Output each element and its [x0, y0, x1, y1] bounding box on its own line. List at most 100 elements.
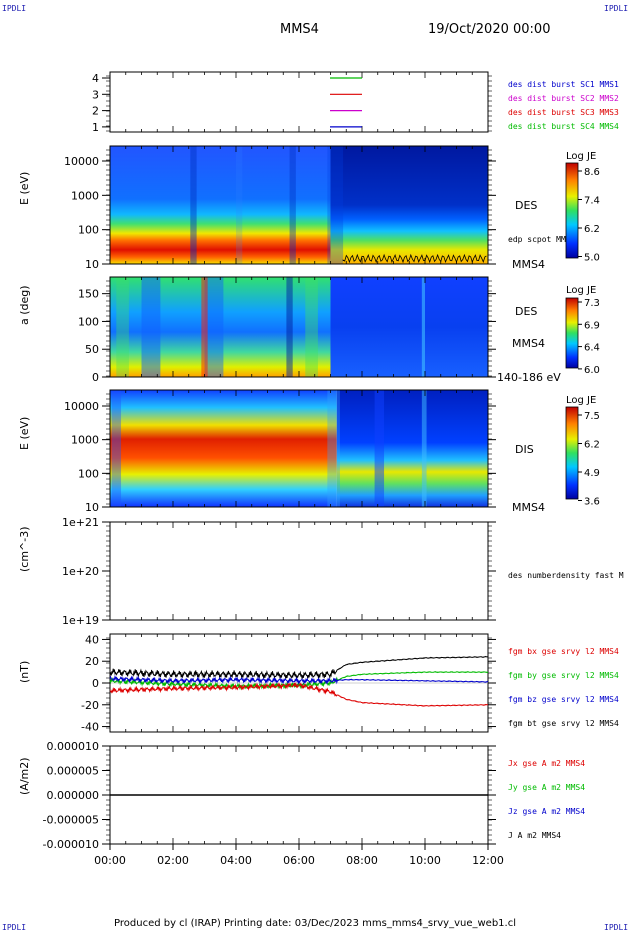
panel-density-frame [109, 521, 489, 621]
colorbar-dis-energy-tick: 7.5 [584, 411, 600, 422]
xtick-label: 02:00 [157, 854, 189, 867]
panel-current-minor-ticks [106, 746, 492, 844]
density-ytick-label: 1e+20 [62, 565, 99, 578]
dis-energy-region-early [110, 390, 337, 507]
density-ytick-label: 1e+21 [62, 516, 99, 529]
dis-energy-ytick-label: 10000 [64, 400, 99, 413]
field-ytick-label: -20 [81, 699, 99, 712]
panel-spacecraft-frame [109, 71, 489, 133]
des-energy-ytick-label: 10000 [64, 155, 99, 168]
corner-label-bottom-left: IPDLI [2, 923, 27, 932]
legend-entry: des dist burst SC2 MMS2 [508, 94, 619, 103]
field-series-3 [109, 655, 489, 680]
field-ytick-label: 40 [85, 633, 99, 646]
colorbar-des-energy-tick: 6.2 [584, 224, 600, 235]
dis-energy-ytick-label: 100 [78, 467, 99, 480]
dis-energy-streak [421, 390, 427, 507]
corner-label-top-right: IPDLI [604, 4, 629, 13]
current-ytick-label: 0.000000 [47, 789, 100, 802]
colorbar-des-energy-tick: 8.6 [584, 167, 600, 178]
dis-energy-label: DIS [515, 443, 534, 456]
legend-entry: des dist burst SC1 MMS1 [508, 80, 619, 89]
dis-energy-streak [327, 390, 340, 507]
pitch-angle-streak [201, 277, 208, 377]
des-energy-sc-label: MMS4 [512, 258, 545, 271]
dis-energy-region-late [336, 390, 488, 507]
field-ylabel: (nT) [18, 661, 31, 683]
edp-scpot-trace [342, 253, 487, 264]
field-legend-entry: fgm by gse srvy l2 MMS4 [508, 671, 619, 680]
panel-density-minor-ticks [106, 522, 492, 620]
colorbar-dis-energy-tick: 6.2 [584, 440, 600, 451]
field-legend-entry: fgm bt gse srvy l2 MMS4 [508, 719, 619, 728]
pitch-angle-label: DES [515, 305, 537, 318]
des-energy-spectrogram [110, 146, 488, 264]
pitch-angle-streak [286, 277, 293, 377]
dis-energy-streak [111, 390, 122, 507]
current-ytick-label: 0.000005 [47, 765, 100, 778]
pitch-angle-energy-range: 140-186 eV [497, 371, 561, 384]
dis-energy-ytick-label: 10 [85, 501, 99, 514]
pitch-angle-region-late [330, 277, 488, 377]
current-legend-entry: Jx gse A m2 MMS4 [508, 759, 585, 768]
des-energy-ylabel: E (eV) [18, 172, 31, 205]
xtick-label: 04:00 [220, 854, 252, 867]
des-energy-scpot-label: edp scpot MMS4 [508, 235, 576, 244]
panel-spacecraft-minor-ticks [106, 72, 492, 132]
field-series-0 [109, 682, 488, 707]
pitch-angle-ytick-label: 0 [92, 371, 99, 384]
plot-date: 19/Oct/2020 00:00 [428, 22, 551, 37]
colorbar-dis-energy [565, 406, 579, 500]
field-ytick-label: -40 [81, 721, 99, 734]
colorbar-des-energy-tick: 5.0 [584, 253, 600, 264]
footer-credit: Produced by cl (IRAP) Printing date: 03/… [114, 918, 516, 929]
legend-entry: des dist burst SC4 MMS4 [508, 122, 619, 131]
colorbar-des-energy [565, 162, 579, 259]
colorbar-dis-energy-title: Log JE [566, 395, 596, 406]
pitch-angle-streak [141, 277, 161, 377]
corner-label-bottom-right: IPDLI [604, 923, 629, 932]
des-energy-streak [327, 146, 344, 264]
des-energy-label: DES [515, 199, 537, 212]
spacecraft-ytick-label: 3 [92, 88, 99, 101]
xtick-label: 12:00 [472, 854, 504, 867]
pitch-angle-spectrogram [110, 277, 488, 377]
xtick-label: 00:00 [94, 854, 126, 867]
des-energy-ytick-label: 100 [78, 224, 99, 237]
field-series-2 [109, 674, 489, 685]
colorbar-pitch-angle-tick: 6.9 [584, 320, 600, 331]
colorbar-dis-energy-tick: 4.9 [584, 468, 600, 479]
density-ylabel: (cm^-3) [18, 526, 31, 572]
colorbar-pitch-angle-title: Log JE [566, 285, 596, 296]
xtick-label: 06:00 [283, 854, 315, 867]
density-ytick-label: 1e+19 [62, 614, 99, 627]
current-legend-entry: Jy gse A m2 MMS4 [508, 783, 585, 792]
pitch-angle-streak [305, 277, 318, 377]
dis-energy-streak [374, 390, 385, 507]
density-legend: des numberdensity fast M [508, 571, 624, 580]
current-legend-entry: J A m2 MMS4 [508, 831, 561, 840]
pitch-angle-sc-label: MMS4 [512, 337, 545, 350]
xtick-label: 08:00 [346, 854, 378, 867]
corner-label-top-left: IPDLI [2, 4, 27, 13]
legend-entry: des dist burst SC3 MMS3 [508, 108, 619, 117]
des-energy-streak [236, 146, 243, 264]
des-energy-region-late [330, 146, 488, 264]
field-ytick-label: 0 [92, 677, 99, 690]
field-ytick-label: 20 [85, 655, 99, 668]
plot-title: MMS4 [280, 22, 319, 37]
des-energy-region-early [110, 146, 331, 264]
des-energy-ytick-label: 1000 [71, 189, 99, 202]
dis-energy-sc-label: MMS4 [512, 501, 545, 514]
pitch-angle-ylabel: a (deg) [18, 285, 31, 325]
colorbar-pitch-angle-tick: 7.3 [584, 298, 600, 309]
panel-dis-energy-minor-ticks [106, 390, 492, 507]
panel-magnetic-field-minor-ticks [106, 634, 492, 732]
colorbar-dis-energy-tick: 3.6 [584, 497, 600, 508]
xtick-label: 10:00 [409, 854, 441, 867]
pitch-angle-ytick-label: 50 [85, 343, 99, 356]
pitch-angle-streak [421, 277, 425, 377]
pitch-angle-ytick-label: 150 [78, 288, 99, 301]
current-ytick-label: 0.000010 [47, 740, 100, 753]
